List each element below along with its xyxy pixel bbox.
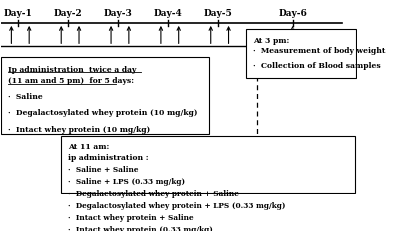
Text: ·  Measurement of body weight: · Measurement of body weight bbox=[254, 47, 386, 55]
Text: Day-6: Day-6 bbox=[278, 9, 307, 18]
Text: ·  Saline + Saline: · Saline + Saline bbox=[68, 165, 139, 173]
Text: At 3 pm:: At 3 pm: bbox=[254, 36, 290, 44]
Text: 4 hours: 4 hours bbox=[259, 31, 294, 39]
Text: ·  Collection of Blood samples: · Collection of Blood samples bbox=[254, 61, 381, 70]
Text: Day-2: Day-2 bbox=[54, 9, 83, 18]
FancyBboxPatch shape bbox=[1, 58, 209, 134]
Text: Day-4: Day-4 bbox=[154, 9, 182, 18]
Text: Day-1: Day-1 bbox=[4, 9, 33, 18]
Text: ip administration :: ip administration : bbox=[68, 153, 149, 161]
Text: At 11 am:: At 11 am: bbox=[68, 143, 110, 151]
Text: Day-5: Day-5 bbox=[204, 9, 232, 18]
Text: ·  Saline: · Saline bbox=[8, 92, 42, 100]
FancyBboxPatch shape bbox=[246, 30, 356, 79]
Text: ·  Intact whey protein (10 mg/kg): · Intact whey protein (10 mg/kg) bbox=[8, 125, 150, 133]
Text: ·  Intact whey protein + Saline: · Intact whey protein + Saline bbox=[68, 213, 194, 221]
Text: Day-3: Day-3 bbox=[104, 9, 133, 18]
Text: ·  Degalactosylated whey protein (10 mg/kg): · Degalactosylated whey protein (10 mg/k… bbox=[8, 109, 197, 117]
Text: ·  Saline + LPS (0.33 mg/kg): · Saline + LPS (0.33 mg/kg) bbox=[68, 177, 186, 185]
Text: (11 am and 5 pm)  for 5 days:: (11 am and 5 pm) for 5 days: bbox=[8, 77, 134, 85]
Text: ·  Degalactosylated whey protein + LPS (0.33 mg/kg): · Degalactosylated whey protein + LPS (0… bbox=[68, 201, 286, 209]
Text: ·  Degalactosylated whey protein + Saline: · Degalactosylated whey protein + Saline bbox=[68, 189, 239, 197]
FancyBboxPatch shape bbox=[61, 136, 355, 193]
Text: Ip administration  twice a day: Ip administration twice a day bbox=[8, 65, 136, 73]
Text: ·  Intact whey protein (0.33 mg/kg): · Intact whey protein (0.33 mg/kg) bbox=[68, 225, 213, 231]
